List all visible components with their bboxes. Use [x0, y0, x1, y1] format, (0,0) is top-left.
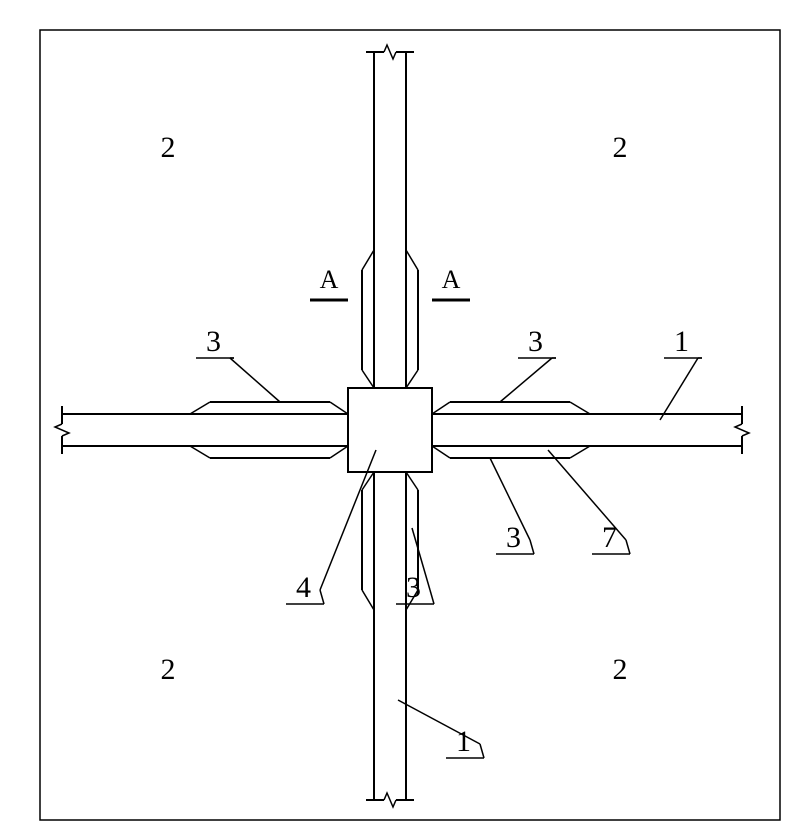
quadrant-label-0: 2 [161, 131, 176, 164]
callout-4-5: 4 [296, 571, 311, 604]
callout-label: 3 [528, 325, 543, 358]
quadrant-label-2: 2 [161, 653, 176, 686]
callout-label: 3 [506, 521, 521, 554]
callout-3-6: 3 [406, 571, 421, 604]
callout-label: 3 [406, 571, 421, 604]
callout-label: 1 [456, 725, 471, 758]
callout-1-7: 1 [456, 725, 471, 758]
callout-label: 1 [674, 325, 689, 358]
callout-label: 7 [602, 521, 617, 554]
quadrant-label-1: 2 [613, 131, 628, 164]
callout-3-3: 3 [506, 521, 521, 554]
section-label-left: A [320, 265, 339, 294]
callout-1-2: 1 [674, 325, 689, 358]
callout-7-4: 7 [602, 521, 617, 554]
callout-label: 3 [206, 325, 221, 358]
callout-3-0: 3 [206, 325, 221, 358]
engineering-plan-diagram: A A 2 2 2 2 3 3 1 3 7 4 3 1 [0, 0, 800, 829]
callout-3-1: 3 [528, 325, 543, 358]
section-label-right: A [442, 265, 461, 294]
callout-label: 4 [296, 571, 311, 604]
quadrant-label-3: 2 [613, 653, 628, 686]
